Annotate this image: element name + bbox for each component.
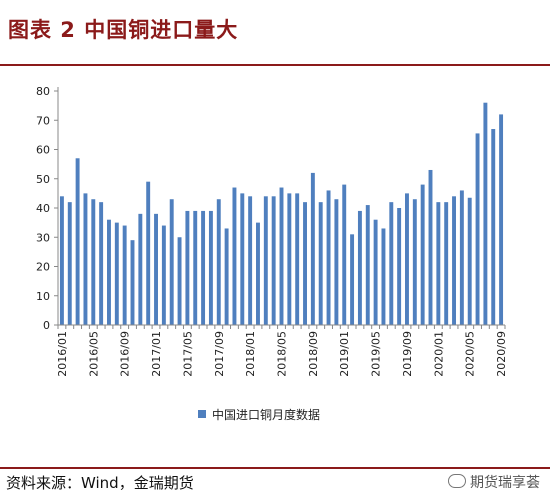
bar [99, 202, 104, 325]
x-tick-label: 2017/09 [213, 331, 226, 377]
bar [459, 190, 464, 325]
bar [467, 197, 472, 325]
bar [130, 240, 135, 325]
bar [452, 196, 456, 325]
y-tick-label: 50 [36, 173, 50, 186]
wechat-icon [448, 474, 466, 488]
bar [373, 219, 378, 325]
bar [232, 187, 237, 325]
bar [248, 196, 253, 325]
bar [295, 193, 300, 325]
bar [67, 202, 72, 325]
x-axis: 2016/01 2016/05 2016/09 2017/01 2017/05 2017/… [56, 324, 508, 377]
bar [138, 213, 143, 325]
footer-divider [0, 467, 550, 469]
x-tick-label: 2019/01 [338, 331, 351, 377]
y-tick-label: 40 [36, 202, 50, 215]
bar [381, 228, 386, 325]
x-tick-label: 2018/05 [276, 331, 289, 377]
bar [216, 199, 221, 325]
bar [224, 228, 229, 325]
bar [342, 184, 347, 325]
x-tick-label: 2018/09 [307, 331, 320, 377]
bar [444, 202, 449, 325]
bar [208, 210, 213, 325]
y-tick-label: 10 [36, 290, 50, 303]
x-tick-label: 2016/05 [87, 331, 100, 377]
bar [240, 193, 245, 325]
bar [107, 219, 111, 325]
y-tick-label: 0 [43, 319, 50, 332]
bar [154, 213, 158, 325]
bar [475, 133, 480, 325]
bar [350, 234, 355, 325]
source-note: 资料来源：Wind，金瑞期货 [6, 474, 194, 492]
x-tick-label: 2018/01 [244, 331, 257, 377]
bar [122, 225, 127, 325]
bar [201, 210, 206, 325]
y-tick-label: 60 [36, 144, 50, 157]
y-tick-label: 30 [36, 231, 50, 244]
bar [412, 199, 417, 325]
bar [91, 199, 96, 325]
x-tick-label: 2017/01 [150, 331, 163, 377]
bar [114, 222, 119, 325]
bar [279, 187, 284, 325]
bar [169, 199, 174, 325]
x-tick-label: 2020/05 [464, 331, 477, 377]
bar [75, 158, 80, 325]
x-tick-label: 2019/09 [401, 331, 414, 377]
legend: 中国进口铜月度数据 [198, 407, 320, 422]
x-tick-label: 2020/01 [432, 331, 445, 377]
watermark: 期货瑞享荟 [448, 472, 540, 492]
bar [499, 114, 504, 326]
y-axis: 0 10 20 30 40 50 60 70 80 [36, 85, 59, 332]
legend-swatch [198, 410, 206, 418]
bar [491, 129, 496, 325]
bar [420, 184, 425, 325]
bars [59, 102, 504, 326]
x-tick-label: 2019/05 [370, 331, 383, 377]
bar [59, 196, 64, 325]
y-tick-label: 20 [36, 261, 50, 274]
x-tick-label: 2016/01 [56, 331, 69, 377]
x-tick-label: 2017/05 [181, 331, 194, 377]
bar [334, 199, 339, 325]
bar [357, 210, 362, 325]
bar [326, 190, 331, 325]
bar [83, 193, 88, 325]
title-divider [0, 64, 550, 66]
x-tick-label: 2020/09 [495, 331, 508, 377]
bar [287, 193, 292, 325]
bar [271, 196, 276, 325]
bar [397, 208, 402, 325]
legend-label: 中国进口铜月度数据 [212, 407, 320, 422]
figure-title: 图表 2 中国铜进口量大 [8, 18, 239, 42]
bar [389, 202, 394, 325]
bar [483, 102, 488, 325]
bar [310, 172, 315, 325]
y-tick-label: 70 [36, 114, 50, 127]
bar [318, 202, 323, 325]
bar [428, 169, 433, 325]
bar [146, 181, 151, 325]
bar [193, 210, 198, 325]
bar [256, 222, 260, 325]
x-tick-label: 2016/09 [119, 331, 132, 377]
bar [185, 210, 190, 325]
bar [405, 193, 409, 325]
bar [263, 196, 268, 325]
bar [436, 202, 441, 325]
bar [303, 202, 307, 325]
watermark-text: 期货瑞享荟 [470, 475, 540, 491]
bar [365, 205, 370, 325]
bar [177, 237, 182, 325]
y-tick-label: 80 [36, 85, 50, 98]
bar [161, 225, 166, 325]
